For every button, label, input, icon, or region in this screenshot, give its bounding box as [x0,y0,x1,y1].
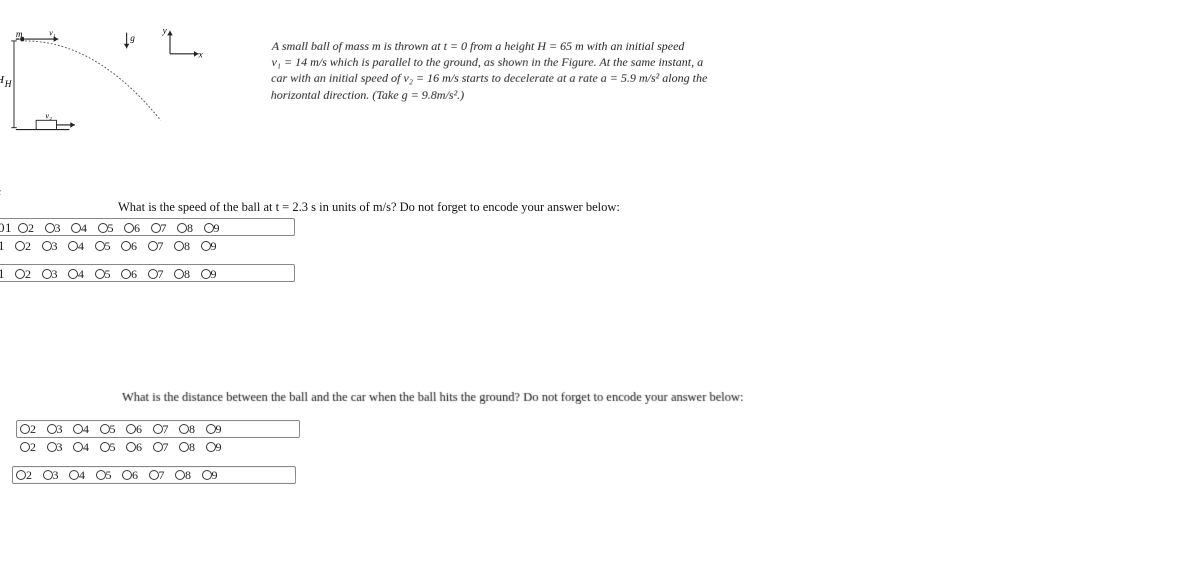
problem-line: horizontal direction. (Take g = 9.8m/s².… [271,86,1084,102]
row-lead: 1 [0,266,5,281]
margin-H: H [0,74,4,86]
q2-prompt: What is the distance between the ball an… [122,390,1200,405]
q1-row[interactable]: 1 2 3 4 5 6 7 8 9 [0,266,223,283]
car-icon [36,120,56,129]
margin-c: c [0,186,1,198]
problem-line: car with an initial speed of v₂ = 16 m/s… [271,70,1083,86]
bubble-icon [18,223,28,233]
x-axis-label: x [198,50,204,60]
y-axis-label: y [162,28,168,36]
problem-line: v₁ = 14 m/s which is parallel to the gro… [271,54,1082,70]
H-label: H [4,79,13,89]
q2-row[interactable]: 2 3 4 5 6 7 8 9 [16,468,224,484]
arrow-down-icon [124,44,130,49]
g-label: g [130,33,135,43]
q1-row[interactable]: 01 2 3 4 5 6 7 8 9 [0,220,226,237]
problem-line: A small ball of mass m is thrown at t = … [272,38,1083,54]
trajectory-icon [25,41,161,120]
q2-row[interactable]: 2 3 4 5 6 7 8 9 [20,440,228,456]
q1-row[interactable]: 1 2 3 4 5 6 7 8 9 [0,238,223,255]
q2-row[interactable]: 2 3 4 5 6 7 8 9 [20,422,228,438]
v1-label: v₁ [49,28,56,37]
row-lead: 01 [0,220,12,235]
row-lead: 1 [0,238,5,253]
v2-label: v₂ [45,111,52,120]
problem-statement: A small ball of mass m is thrown at t = … [271,38,1084,103]
q1-prompt: What is the speed of the ball at t = 2.3… [118,200,620,215]
problem-diagram: m v₁ H v₂ g y x [0,28,220,148]
ball-icon [20,37,25,42]
